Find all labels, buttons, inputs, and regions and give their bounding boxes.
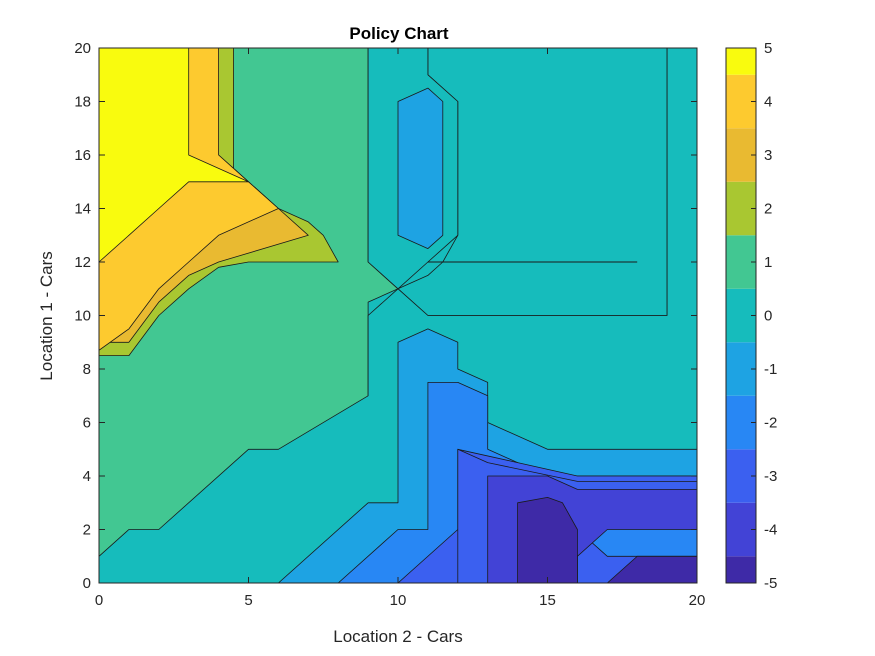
colorbar-tick-label: 2 — [764, 201, 772, 218]
y-tick-label: 4 — [83, 468, 91, 485]
y-tick-label: 10 — [74, 308, 91, 325]
y-tick-label: 12 — [74, 254, 91, 271]
colorbar-tick-label: 3 — [764, 147, 772, 164]
y-tick-label: 16 — [74, 147, 91, 164]
x-tick-label: 20 — [689, 592, 706, 609]
y-tick-label: 14 — [74, 201, 91, 218]
x-tick-label: 15 — [539, 592, 556, 609]
colorbar-tick-label: 4 — [764, 94, 772, 111]
colorbar-tick-label: 1 — [764, 254, 772, 271]
colorbar-ticks: 5 4 3 2 1 0 -1 -2 -3 -4 -5 — [751, 40, 777, 592]
y-tick-label: 0 — [83, 575, 91, 592]
contour-region-level--1 — [397, 87, 444, 250]
colorbar-tick-label: -1 — [764, 361, 777, 378]
y-tick-label: 18 — [74, 94, 91, 111]
colorbar: 5 4 3 2 1 0 -1 -2 -3 -4 -5 — [725, 40, 777, 592]
contour-region-level--5 — [606, 555, 697, 583]
contour-region-level-5 — [99, 48, 249, 263]
contour-regions — [99, 48, 697, 583]
y-axis-label: Location 1 - Cars — [37, 251, 56, 380]
contour-plot-area: 0 5 10 15 20 0 2 4 6 8 10 12 14 16 18 20 — [74, 40, 705, 609]
x-axis-ticks: 0 5 10 15 20 — [95, 48, 706, 609]
x-axis-label: Location 2 - Cars — [333, 627, 462, 646]
y-tick-label: 8 — [83, 361, 91, 378]
y-tick-label: 20 — [74, 40, 91, 57]
colorbar-tick-label: -2 — [764, 415, 777, 432]
x-tick-label: 5 — [244, 592, 252, 609]
colorbar-tick-label: -5 — [764, 575, 777, 592]
x-tick-label: 10 — [390, 592, 407, 609]
y-tick-label: 6 — [83, 415, 91, 432]
colorbar-tick-label: -3 — [764, 468, 777, 485]
y-tick-label: 2 — [83, 522, 91, 539]
chart-title: Policy Chart — [349, 24, 449, 43]
colorbar-block-level--5 — [726, 556, 756, 583]
colorbar-block-level-5 — [726, 48, 756, 75]
colorbar-tick-label: 5 — [764, 40, 772, 57]
contour-region-level--5 — [517, 496, 578, 583]
colorbar-tick-label: 0 — [764, 308, 772, 325]
colorbar-tick-label: -4 — [764, 522, 777, 539]
y-axis-ticks: 0 2 4 6 8 10 12 14 16 18 20 — [74, 40, 697, 592]
x-tick-label: 0 — [95, 592, 103, 609]
